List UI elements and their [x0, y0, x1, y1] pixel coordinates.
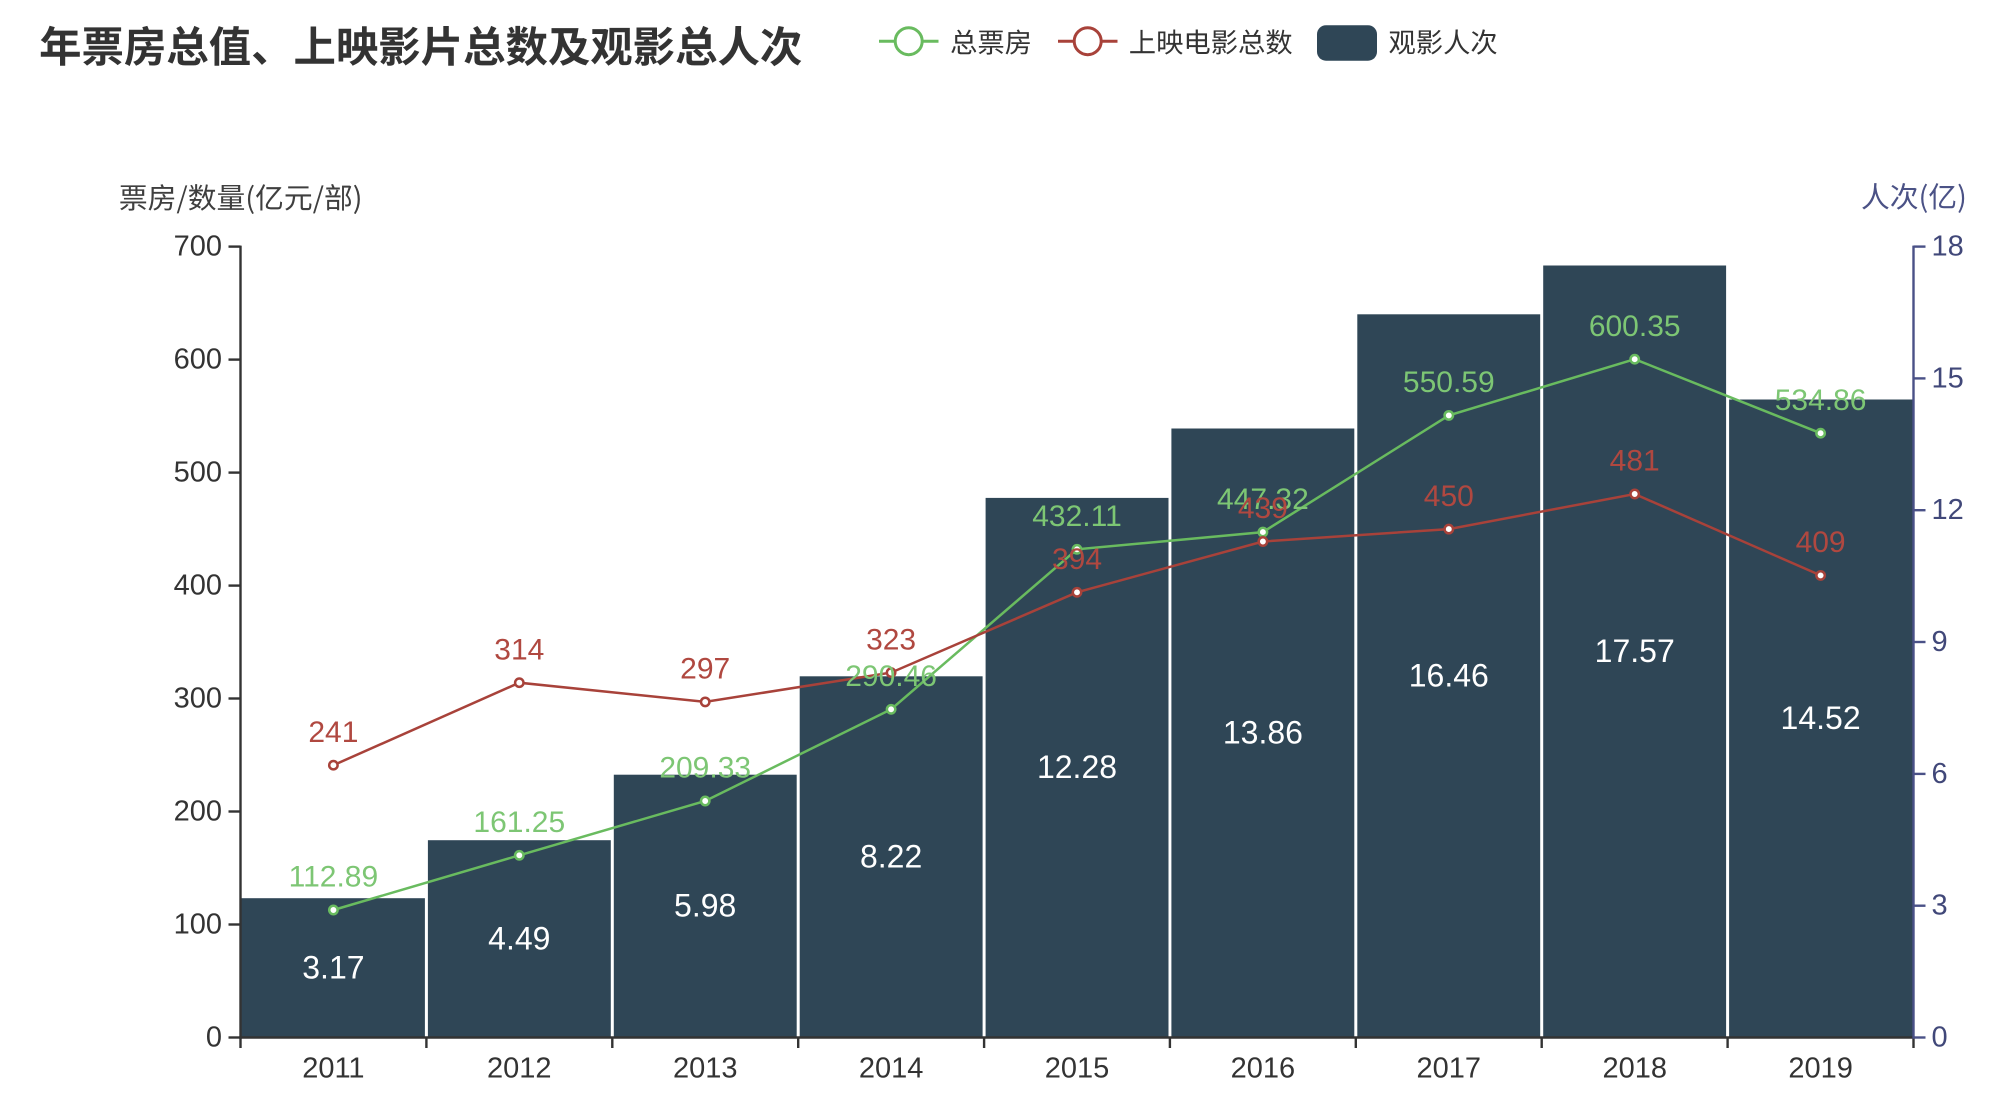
svg-text:12.28: 12.28 — [1037, 749, 1117, 785]
svg-text:534.86: 534.86 — [1775, 384, 1867, 417]
svg-text:297: 297 — [680, 653, 730, 686]
svg-text:432.11: 432.11 — [1032, 500, 1122, 533]
svg-text:450: 450 — [1424, 480, 1474, 513]
svg-text:2015: 2015 — [1045, 1053, 1110, 1085]
svg-text:290.46: 290.46 — [845, 660, 937, 693]
svg-text:300: 300 — [174, 683, 222, 715]
svg-text:323: 323 — [866, 623, 916, 656]
svg-text:209.33: 209.33 — [659, 752, 751, 785]
svg-text:700: 700 — [174, 231, 222, 263]
svg-text:4.49: 4.49 — [488, 920, 550, 956]
svg-text:6: 6 — [1932, 758, 1948, 790]
svg-text:600.35: 600.35 — [1589, 310, 1681, 343]
svg-text:600: 600 — [174, 344, 222, 376]
svg-text:200: 200 — [174, 796, 222, 828]
svg-text:2017: 2017 — [1417, 1053, 1482, 1085]
svg-text:5.98: 5.98 — [674, 888, 736, 924]
svg-text:161.25: 161.25 — [473, 806, 565, 839]
svg-text:481: 481 — [1610, 445, 1660, 478]
svg-text:100: 100 — [174, 909, 222, 941]
svg-text:16.46: 16.46 — [1409, 657, 1489, 693]
svg-text:2019: 2019 — [1788, 1053, 1853, 1085]
svg-text:241: 241 — [308, 716, 358, 749]
svg-text:3.17: 3.17 — [302, 949, 364, 985]
svg-text:2018: 2018 — [1602, 1053, 1667, 1085]
svg-text:447.32: 447.32 — [1217, 483, 1309, 516]
svg-text:15: 15 — [1932, 362, 1964, 394]
svg-text:439: 439 — [1238, 492, 1288, 525]
svg-text:500: 500 — [174, 457, 222, 489]
svg-text:394: 394 — [1052, 543, 1102, 576]
svg-text:3: 3 — [1932, 890, 1948, 922]
svg-text:2014: 2014 — [859, 1053, 924, 1085]
svg-text:13.86: 13.86 — [1223, 715, 1303, 751]
svg-text:9: 9 — [1932, 626, 1948, 658]
svg-text:12: 12 — [1932, 494, 1964, 526]
svg-text:2016: 2016 — [1231, 1053, 1296, 1085]
svg-text:550.59: 550.59 — [1403, 366, 1495, 399]
svg-text:0: 0 — [1932, 1022, 1948, 1054]
svg-text:2013: 2013 — [673, 1053, 738, 1085]
svg-text:2012: 2012 — [487, 1053, 552, 1085]
svg-text:14.52: 14.52 — [1781, 700, 1861, 736]
svg-text:112.89: 112.89 — [289, 861, 379, 894]
svg-text:2011: 2011 — [302, 1053, 364, 1085]
svg-text:17.57: 17.57 — [1595, 633, 1675, 669]
svg-text:18: 18 — [1932, 231, 1964, 263]
svg-text:0: 0 — [206, 1022, 222, 1054]
svg-text:400: 400 — [174, 570, 222, 602]
svg-text:409: 409 — [1796, 526, 1846, 559]
svg-text:8.22: 8.22 — [860, 838, 922, 874]
svg-text:314: 314 — [494, 633, 544, 666]
